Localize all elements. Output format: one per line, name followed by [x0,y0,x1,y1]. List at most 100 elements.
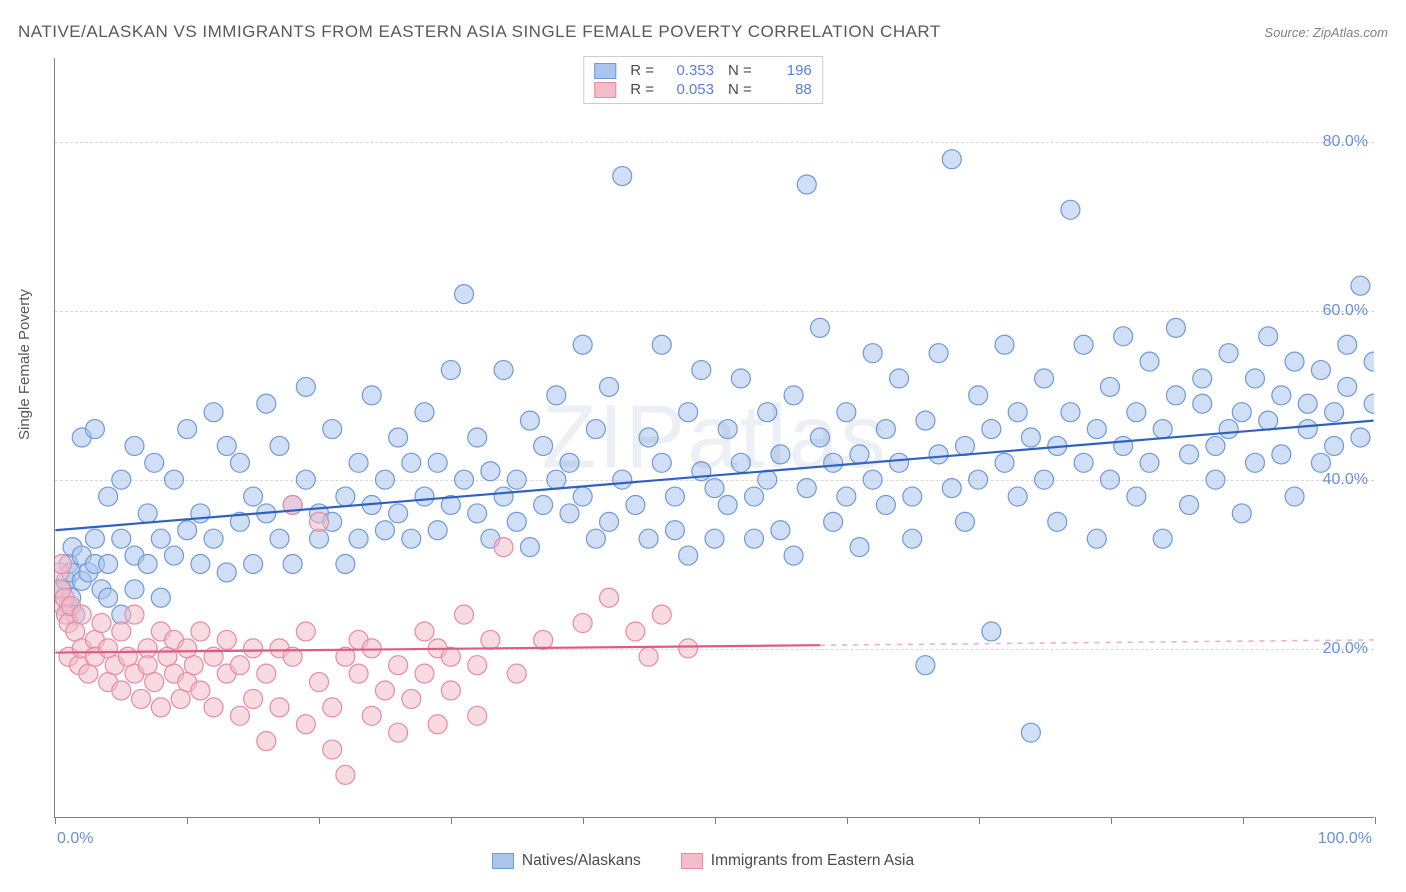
x-tick [187,817,188,824]
data-point-natives [125,436,144,455]
data-point-immigrants [178,639,197,658]
data-point-natives [1246,453,1265,472]
data-point-natives [1021,428,1040,447]
data-point-natives [1311,453,1330,472]
data-point-natives [1087,420,1106,439]
data-point-immigrants [534,630,553,649]
x-tick [583,817,584,824]
data-point-immigrants [257,664,276,683]
trend-line-dashed-immigrants [820,640,1374,645]
data-point-immigrants [494,538,513,557]
data-point-natives [1351,428,1370,447]
data-point-natives [1008,487,1027,506]
data-point-natives [942,479,961,498]
data-point-immigrants [158,647,177,666]
data-point-natives [1153,420,1172,439]
data-point-natives [573,335,592,354]
data-point-immigrants [112,681,131,700]
data-point-natives [890,369,909,388]
data-point-natives [1193,369,1212,388]
data-point-natives [586,529,605,548]
data-point-natives [1140,352,1159,371]
data-point-immigrants [310,512,329,531]
data-point-immigrants [99,639,118,658]
data-point-natives [1285,487,1304,506]
data-point-natives [270,529,289,548]
data-point-natives [573,487,592,506]
data-point-natives [995,453,1014,472]
data-point-natives [639,529,658,548]
data-point-natives [942,150,961,169]
data-point-natives [745,487,764,506]
data-point-natives [507,512,526,531]
data-point-immigrants [600,588,619,607]
data-point-natives [1100,377,1119,396]
data-point-natives [1074,453,1093,472]
data-point-natives [731,453,750,472]
data-point-natives [165,546,184,565]
data-point-natives [455,285,474,304]
data-point-natives [560,504,579,523]
data-point-natives [415,487,434,506]
data-point-immigrants [468,706,487,725]
data-point-immigrants [145,673,164,692]
data-point-immigrants [66,622,85,641]
swatch-natives [594,63,616,79]
data-point-natives [178,420,197,439]
data-point-natives [1061,200,1080,219]
data-point-natives [1206,470,1225,489]
data-point-natives [1153,529,1172,548]
data-point-natives [151,588,170,607]
data-point-immigrants [679,639,698,658]
data-point-natives [468,504,487,523]
data-point-natives [257,394,276,413]
data-point-natives [1180,495,1199,514]
data-point-natives [1298,394,1317,413]
data-point-natives [468,428,487,447]
data-point-natives [1364,352,1374,371]
data-point-immigrants [507,664,526,683]
data-point-natives [547,470,566,489]
data-point-natives [665,487,684,506]
data-point-immigrants [230,656,249,675]
data-point-natives [323,420,342,439]
data-point-natives [863,344,882,363]
data-point-natives [1021,723,1040,742]
data-point-natives [1364,394,1374,413]
data-point-natives [1114,436,1133,455]
data-point-immigrants [257,732,276,751]
data-point-natives [586,420,605,439]
data-point-natives [679,546,698,565]
data-point-immigrants [573,614,592,633]
data-point-natives [389,504,408,523]
data-point-immigrants [389,723,408,742]
data-point-natives [600,377,619,396]
data-point-immigrants [125,605,144,624]
data-point-immigrants [323,740,342,759]
data-point-natives [441,361,460,380]
data-point-immigrants [191,681,210,700]
data-point-natives [283,555,302,574]
scatter-chart-svg [55,58,1374,817]
data-point-natives [705,529,724,548]
data-point-immigrants [244,689,263,708]
data-point-immigrants [362,639,381,658]
data-point-natives [138,555,157,574]
data-point-immigrants [375,681,394,700]
data-point-natives [784,546,803,565]
data-point-natives [244,487,263,506]
data-point-natives [837,487,856,506]
data-point-natives [876,420,895,439]
data-point-natives [1219,344,1238,363]
data-point-natives [955,436,974,455]
data-point-immigrants [336,765,355,784]
data-point-natives [534,495,553,514]
data-point-natives [718,495,737,514]
x-tick [1375,817,1376,824]
data-point-natives [784,386,803,405]
data-point-natives [375,470,394,489]
data-point-natives [1259,411,1278,430]
data-point-immigrants [151,698,170,717]
data-point-natives [745,529,764,548]
legend-item-immigrants: Immigrants from Eastern Asia [681,852,914,870]
